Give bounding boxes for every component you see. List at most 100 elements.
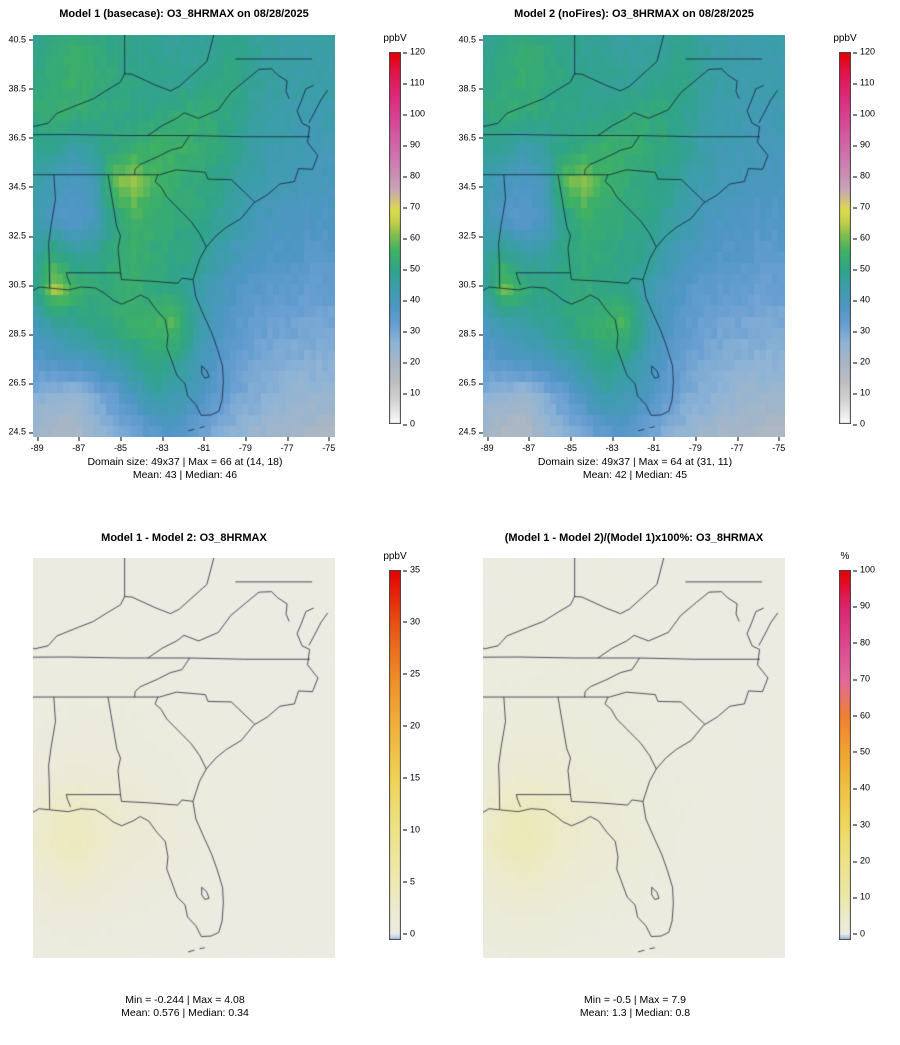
axis-tick-label: -79 bbox=[239, 437, 252, 453]
colorbar-ticks: 0 10 20 30 40 50 60 70 80 90 100 110 120 bbox=[403, 47, 437, 428]
y-axis-ticks: 40.5 38.5 36.5 34.5 32.5 30.5 28.5 26.5 24.5 bbox=[0, 35, 33, 437]
colorbar-tick-label: 35 bbox=[403, 565, 420, 575]
difference-heatmap-canvas bbox=[33, 558, 335, 958]
panel-model1: Model 1 (basecase): O3_8HRMAX on 08/28/2… bbox=[0, 0, 450, 520]
colorbar-tick-label: 70 bbox=[853, 202, 870, 212]
colorbar-tick-label: 90 bbox=[853, 601, 870, 611]
axis-tick-label: -81 bbox=[647, 437, 660, 453]
colorbar bbox=[839, 570, 851, 940]
colorbar-tick-label: 20 bbox=[853, 856, 870, 866]
axis-tick-label: -81 bbox=[197, 437, 210, 453]
stats-line-2: Mean: 1.3 | Median: 0.8 bbox=[579, 1007, 691, 1019]
stats-line-2: Mean: 42 | Median: 45 bbox=[582, 469, 688, 481]
colorbar-tick-label: 40 bbox=[403, 295, 420, 305]
colorbar-tick-label: 80 bbox=[853, 171, 870, 181]
colorbar-tick-label: 80 bbox=[403, 171, 420, 181]
axis-tick-label: -85 bbox=[564, 437, 577, 453]
colorbar-tick-label: 20 bbox=[403, 357, 420, 367]
colorbar-tick-label: 20 bbox=[853, 357, 870, 367]
axis-tick-label: -79 bbox=[689, 437, 702, 453]
model1-heatmap-canvas bbox=[33, 35, 335, 437]
colorbar-tick-label: 5 bbox=[403, 877, 415, 886]
colorbar-ticks: 0 10 20 30 40 50 60 70 80 90 100 bbox=[853, 565, 887, 940]
colorbar bbox=[839, 52, 851, 424]
axis-tick-label: -87 bbox=[522, 437, 535, 453]
axis-tick-label: 28.5 bbox=[458, 329, 483, 339]
colorbar-tick-label: 25 bbox=[403, 669, 420, 678]
colorbar-tick-label: 110 bbox=[853, 78, 874, 88]
axis-tick-label: 40.5 bbox=[458, 35, 483, 44]
stats-line-1: Domain size: 49x37 | Max = 66 at (14, 18… bbox=[87, 456, 283, 468]
colorbar-tick-label: 0 bbox=[853, 929, 865, 938]
stats-line-1: Min = -0.244 | Max = 4.08 bbox=[125, 994, 245, 1006]
axis-tick-label: 26.5 bbox=[458, 378, 483, 388]
colorbar-tick-label: 60 bbox=[403, 233, 420, 243]
stats-line-2: Mean: 43 | Median: 46 bbox=[132, 469, 238, 481]
axis-tick-label: 36.5 bbox=[458, 133, 483, 142]
axis-tick-label: 34.5 bbox=[458, 182, 483, 191]
panel-percent-difference: (Model 1 - Model 2)/(Model 1)x100%: O3_8… bbox=[450, 520, 900, 1045]
colorbar-tick-label: 70 bbox=[853, 674, 870, 684]
colorbar-tick-label: 60 bbox=[853, 711, 870, 720]
axis-tick-label: 32.5 bbox=[8, 231, 33, 241]
axis-tick-label: 40.5 bbox=[8, 35, 33, 44]
axis-tick-label: -75 bbox=[772, 437, 785, 453]
colorbar-tick-label: 40 bbox=[853, 295, 870, 305]
stats-block: Min = -0.5 | Max = 7.9 Mean: 1.3 | Media… bbox=[454, 994, 816, 1020]
panel-difference: Model 1 - Model 2: O3_8HRMAX ppbV 0 5 10 15… bbox=[0, 520, 450, 1045]
axis-tick-label: 24.5 bbox=[458, 427, 483, 437]
y-axis-ticks: 40.5 38.5 36.5 34.5 32.5 30.5 28.5 26.5 24.5 bbox=[450, 35, 483, 437]
axis-tick-label: 24.5 bbox=[8, 427, 33, 437]
colorbar-tick-label: 100 bbox=[853, 109, 875, 119]
axis-tick-label: -77 bbox=[731, 437, 744, 453]
axis-tick-label: -87 bbox=[72, 437, 85, 453]
panel-title: Model 1 - Model 2: O3_8HRMAX bbox=[101, 532, 267, 544]
colorbar-tick-label: 110 bbox=[403, 78, 424, 88]
colorbar-units-label: ppbV bbox=[383, 33, 407, 44]
axis-tick-label: 30.5 bbox=[8, 280, 33, 290]
colorbar-tick-label: 100 bbox=[853, 565, 875, 575]
axis-tick-label: 30.5 bbox=[458, 280, 483, 290]
axis-tick-label: 36.5 bbox=[8, 133, 33, 142]
x-axis-ticks: -89 -87 -85 -83 -81 -79 -77 -75 bbox=[481, 437, 785, 455]
colorbar-tick-label: 120 bbox=[853, 47, 875, 57]
axis-tick-label: -89 bbox=[481, 437, 494, 453]
colorbar-tick-label: 15 bbox=[403, 773, 420, 782]
colorbar-tick-label: 90 bbox=[403, 140, 420, 150]
colorbar-tick-label: 10 bbox=[853, 388, 870, 398]
axis-tick-label: -75 bbox=[322, 437, 335, 453]
colorbar-tick-label: 50 bbox=[403, 264, 420, 274]
colorbar-units-label: % bbox=[840, 551, 850, 562]
colorbar bbox=[389, 52, 401, 424]
stats-line-1: Domain size: 49x37 | Max = 64 at (31, 11… bbox=[537, 456, 733, 468]
axis-tick-label: 28.5 bbox=[8, 329, 33, 339]
colorbar-units-label: ppbV bbox=[383, 551, 407, 562]
colorbar-tick-label: 90 bbox=[853, 140, 870, 150]
axis-tick-label: -83 bbox=[156, 437, 169, 453]
colorbar-tick-label: 10 bbox=[403, 825, 420, 834]
colorbar-tick-label: 0 bbox=[403, 419, 415, 429]
axis-tick-label: 38.5 bbox=[458, 84, 483, 93]
axis-tick-label: -83 bbox=[606, 437, 619, 453]
panel-title: (Model 1 - Model 2)/(Model 1)x100%: O3_8… bbox=[504, 532, 764, 544]
colorbar-tick-label: 50 bbox=[853, 747, 870, 756]
axis-tick-label: -85 bbox=[114, 437, 127, 453]
colorbar-tick-label: 30 bbox=[403, 617, 420, 626]
colorbar-units-label: ppbV bbox=[833, 33, 857, 44]
stats-block: Domain size: 49x37 | Max = 66 at (14, 18… bbox=[4, 456, 366, 482]
stats-line-1: Min = -0.5 | Max = 7.9 bbox=[584, 994, 686, 1006]
stats-line-2: Mean: 0.576 | Median: 0.34 bbox=[121, 1007, 249, 1019]
axis-tick-label: 32.5 bbox=[458, 231, 483, 241]
colorbar-tick-label: 60 bbox=[853, 233, 870, 243]
colorbar-ticks: 0 5 10 15 20 25 30 35 bbox=[403, 565, 437, 940]
colorbar-ticks: 0 10 20 30 40 50 60 70 80 90 100 110 120 bbox=[853, 47, 887, 428]
colorbar-tick-label: 10 bbox=[403, 388, 420, 398]
colorbar-tick-label: 20 bbox=[403, 721, 420, 730]
axis-tick-label: 38.5 bbox=[8, 84, 33, 93]
colorbar-tick-label: 30 bbox=[853, 820, 870, 829]
colorbar-tick-label: 30 bbox=[853, 326, 870, 336]
colorbar-tick-label: 10 bbox=[853, 892, 870, 902]
stats-block: Min = -0.244 | Max = 4.08 Mean: 0.576 | … bbox=[4, 994, 366, 1020]
axis-tick-label: 26.5 bbox=[8, 378, 33, 388]
